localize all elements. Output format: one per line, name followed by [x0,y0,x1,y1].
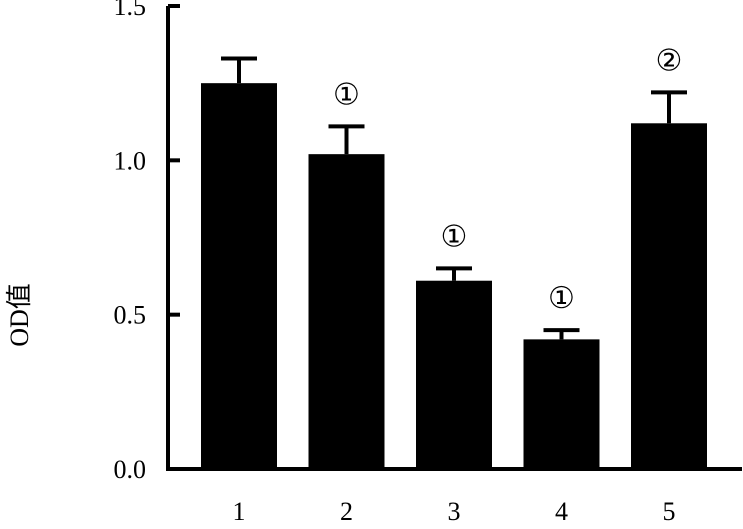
y-tick-label: 1.0 [114,146,147,175]
y-tick-label: 0.0 [114,455,147,484]
x-tick-label: 5 [663,497,676,526]
bar [416,280,492,469]
y-tick-label: 1.5 [114,0,147,21]
bar [201,83,277,470]
bar [308,154,385,469]
y-tick-label: 0.5 [114,301,147,330]
x-tick-label: 4 [555,497,568,526]
significance-annotation: ② [656,43,683,78]
bar [631,123,707,469]
bar [523,339,600,469]
x-tick-label: 1 [233,497,246,526]
x-tick-label: 3 [448,497,461,526]
significance-annotation: ① [548,281,575,316]
x-tick-label: 2 [340,497,353,526]
y-axis-label: OD值 [5,283,34,347]
significance-annotation: ① [333,77,360,112]
significance-annotation: ① [441,219,468,254]
labels: 0.0 0.5 1.0 1.5 1 2 ① 3 ① 4 ① 5 ② [114,0,683,526]
bars [201,56,707,470]
